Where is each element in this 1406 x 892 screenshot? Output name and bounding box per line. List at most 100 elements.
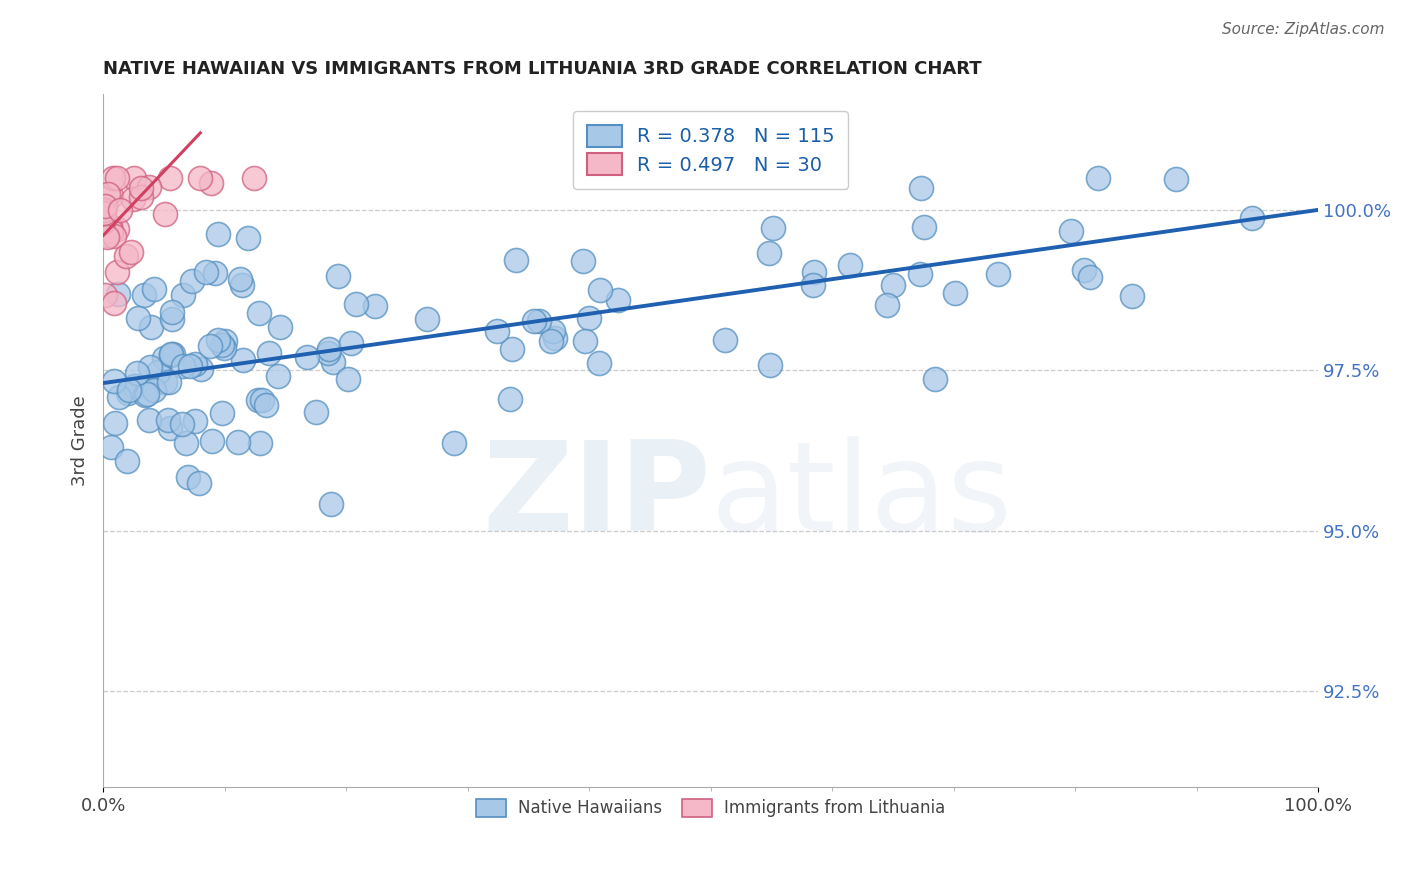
Point <box>801 277 824 292</box>
Point <box>94 288 117 302</box>
Point <box>305 405 328 419</box>
Text: NATIVE HAWAIIAN VS IMMIGRANTS FROM LITHUANIA 3RD GRADE CORRELATION CHART: NATIVE HAWAIIAN VS IMMIGRANTS FROM LITHU… <box>103 60 981 78</box>
Point <box>103 296 125 310</box>
Point <box>120 244 142 259</box>
Point <box>589 283 612 297</box>
Point <box>1059 223 1081 237</box>
Point <box>762 221 785 235</box>
Point <box>200 434 222 449</box>
Point <box>607 293 630 308</box>
Point <box>231 277 253 292</box>
Point <box>157 413 180 427</box>
Point <box>117 386 139 401</box>
Point <box>924 372 946 386</box>
Point <box>138 413 160 427</box>
Point <box>127 310 149 325</box>
Point <box>207 227 229 242</box>
Point <box>257 345 280 359</box>
Point <box>267 369 290 384</box>
Point <box>138 180 160 194</box>
Point <box>499 392 522 406</box>
Point <box>987 267 1010 281</box>
Point <box>1164 171 1187 186</box>
Point <box>108 202 131 217</box>
Point <box>344 297 367 311</box>
Point <box>523 314 546 328</box>
Point <box>336 372 359 386</box>
Point <box>115 249 138 263</box>
Point <box>155 207 177 221</box>
Point <box>212 341 235 355</box>
Point <box>91 215 114 229</box>
Point <box>588 356 610 370</box>
Point <box>1121 289 1143 303</box>
Point <box>124 379 146 393</box>
Point <box>416 312 439 326</box>
Point <box>882 277 904 292</box>
Point <box>505 253 527 268</box>
Point <box>132 287 155 301</box>
Point <box>122 170 145 185</box>
Point <box>179 359 201 373</box>
Point <box>910 181 932 195</box>
Point <box>943 286 966 301</box>
Point <box>572 254 595 268</box>
Point <box>160 312 183 326</box>
Point <box>129 190 152 204</box>
Point <box>200 176 222 190</box>
Point <box>129 180 152 194</box>
Point <box>501 342 523 356</box>
Point <box>107 286 129 301</box>
Point <box>246 392 269 407</box>
Point <box>188 170 211 185</box>
Point <box>152 351 174 366</box>
Point <box>159 347 181 361</box>
Point <box>214 334 236 349</box>
Point <box>316 345 339 359</box>
Point <box>101 170 124 185</box>
Point <box>269 319 291 334</box>
Point <box>122 192 145 206</box>
Point <box>803 265 825 279</box>
Point <box>136 387 159 401</box>
Point <box>93 203 115 218</box>
Point <box>714 333 737 347</box>
Point <box>250 392 273 407</box>
Text: ZIP: ZIP <box>482 435 710 557</box>
Point <box>159 421 181 435</box>
Legend: Native Hawaiians, Immigrants from Lithuania: Native Hawaiians, Immigrants from Lithua… <box>470 792 952 824</box>
Point <box>125 366 148 380</box>
Point <box>254 398 277 412</box>
Point <box>97 187 120 202</box>
Point <box>105 221 128 235</box>
Point <box>105 170 128 185</box>
Point <box>574 334 596 348</box>
Text: atlas: atlas <box>710 435 1012 557</box>
Point <box>159 170 181 185</box>
Point <box>228 272 250 286</box>
Point <box>100 219 122 234</box>
Point <box>204 267 226 281</box>
Point <box>1087 170 1109 185</box>
Point <box>544 331 567 345</box>
Point <box>181 274 204 288</box>
Point <box>211 406 233 420</box>
Point <box>138 360 160 375</box>
Point <box>207 334 229 348</box>
Point <box>172 359 194 374</box>
Point <box>187 476 209 491</box>
Point <box>139 319 162 334</box>
Point <box>211 337 233 351</box>
Point <box>243 170 266 185</box>
Point <box>100 188 122 202</box>
Point <box>107 391 129 405</box>
Point <box>321 497 343 511</box>
Point <box>96 230 118 244</box>
Point <box>177 470 200 484</box>
Point <box>540 334 562 348</box>
Point <box>364 299 387 313</box>
Point <box>157 375 180 389</box>
Point <box>322 355 344 369</box>
Point <box>340 336 363 351</box>
Point <box>103 228 125 243</box>
